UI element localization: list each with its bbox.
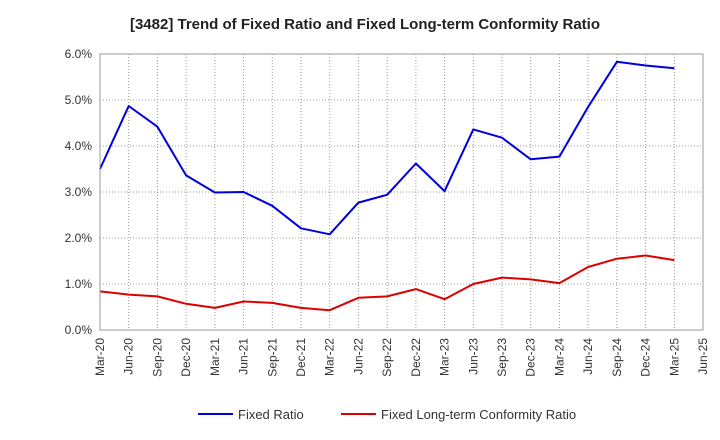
x-tick-label: Jun-21: [237, 338, 251, 375]
legend-label-1: Fixed Ratio: [238, 407, 304, 422]
x-tick-label: Dec-21: [294, 338, 308, 377]
grid: [100, 54, 703, 330]
series-lines: [99, 60, 675, 312]
y-tick-label: 4.0%: [65, 139, 93, 153]
x-tick-label: Sep-21: [265, 338, 279, 377]
chart-title: [3482] Trend of Fixed Ratio and Fixed Lo…: [130, 16, 600, 33]
plot-area-border: [99, 53, 704, 331]
x-tick-label: Mar-20: [93, 338, 107, 376]
x-tick-label: Jun-23: [466, 338, 480, 375]
y-tick-label: 2.0%: [65, 231, 93, 245]
x-tick-label: Sep-24: [610, 338, 624, 377]
x-axis: Mar-20 Jun-20 Sep-20 Dec-20 Mar-21 Jun-21 Sep-…: [93, 338, 710, 377]
x-tick-label: Sep-23: [495, 338, 509, 377]
x-tick-label: Jun-20: [122, 338, 136, 375]
series-line-2: [99, 254, 675, 312]
x-tick-label: Jun-22: [351, 338, 365, 375]
y-tick-label: 0.0%: [65, 323, 93, 337]
x-tick-label: Dec-23: [524, 338, 538, 377]
x-tick-label: Mar-22: [323, 338, 337, 376]
x-tick-label: Sep-20: [150, 338, 164, 377]
series-line-1: [99, 60, 675, 236]
y-tick-label: 5.0%: [65, 93, 93, 107]
legend-label-2: Fixed Long-term Conformity Ratio: [381, 407, 576, 422]
x-tick-label: Mar-21: [208, 338, 222, 376]
x-tick-label: Jun-25: [696, 338, 710, 375]
x-tick-label: Mar-23: [438, 338, 452, 376]
x-tick-label: Jun-24: [581, 338, 595, 375]
x-tick-label: Sep-22: [380, 338, 394, 377]
x-tick-label: Dec-24: [639, 338, 653, 377]
y-tick-label: 6.0%: [65, 47, 93, 61]
y-tick-label: 3.0%: [65, 185, 93, 199]
y-axis: 0.0% 1.0% 2.0% 3.0% 4.0% 5.0% 6.0%: [65, 47, 93, 337]
legend: Fixed Ratio Fixed Long-term Conformity Ra…: [198, 407, 576, 422]
x-tick-label: Mar-25: [667, 338, 681, 376]
x-tick-label: Dec-20: [179, 338, 193, 377]
x-tick-label: Mar-24: [552, 338, 566, 376]
y-tick-label: 1.0%: [65, 277, 93, 291]
x-tick-label: Dec-22: [409, 338, 423, 377]
